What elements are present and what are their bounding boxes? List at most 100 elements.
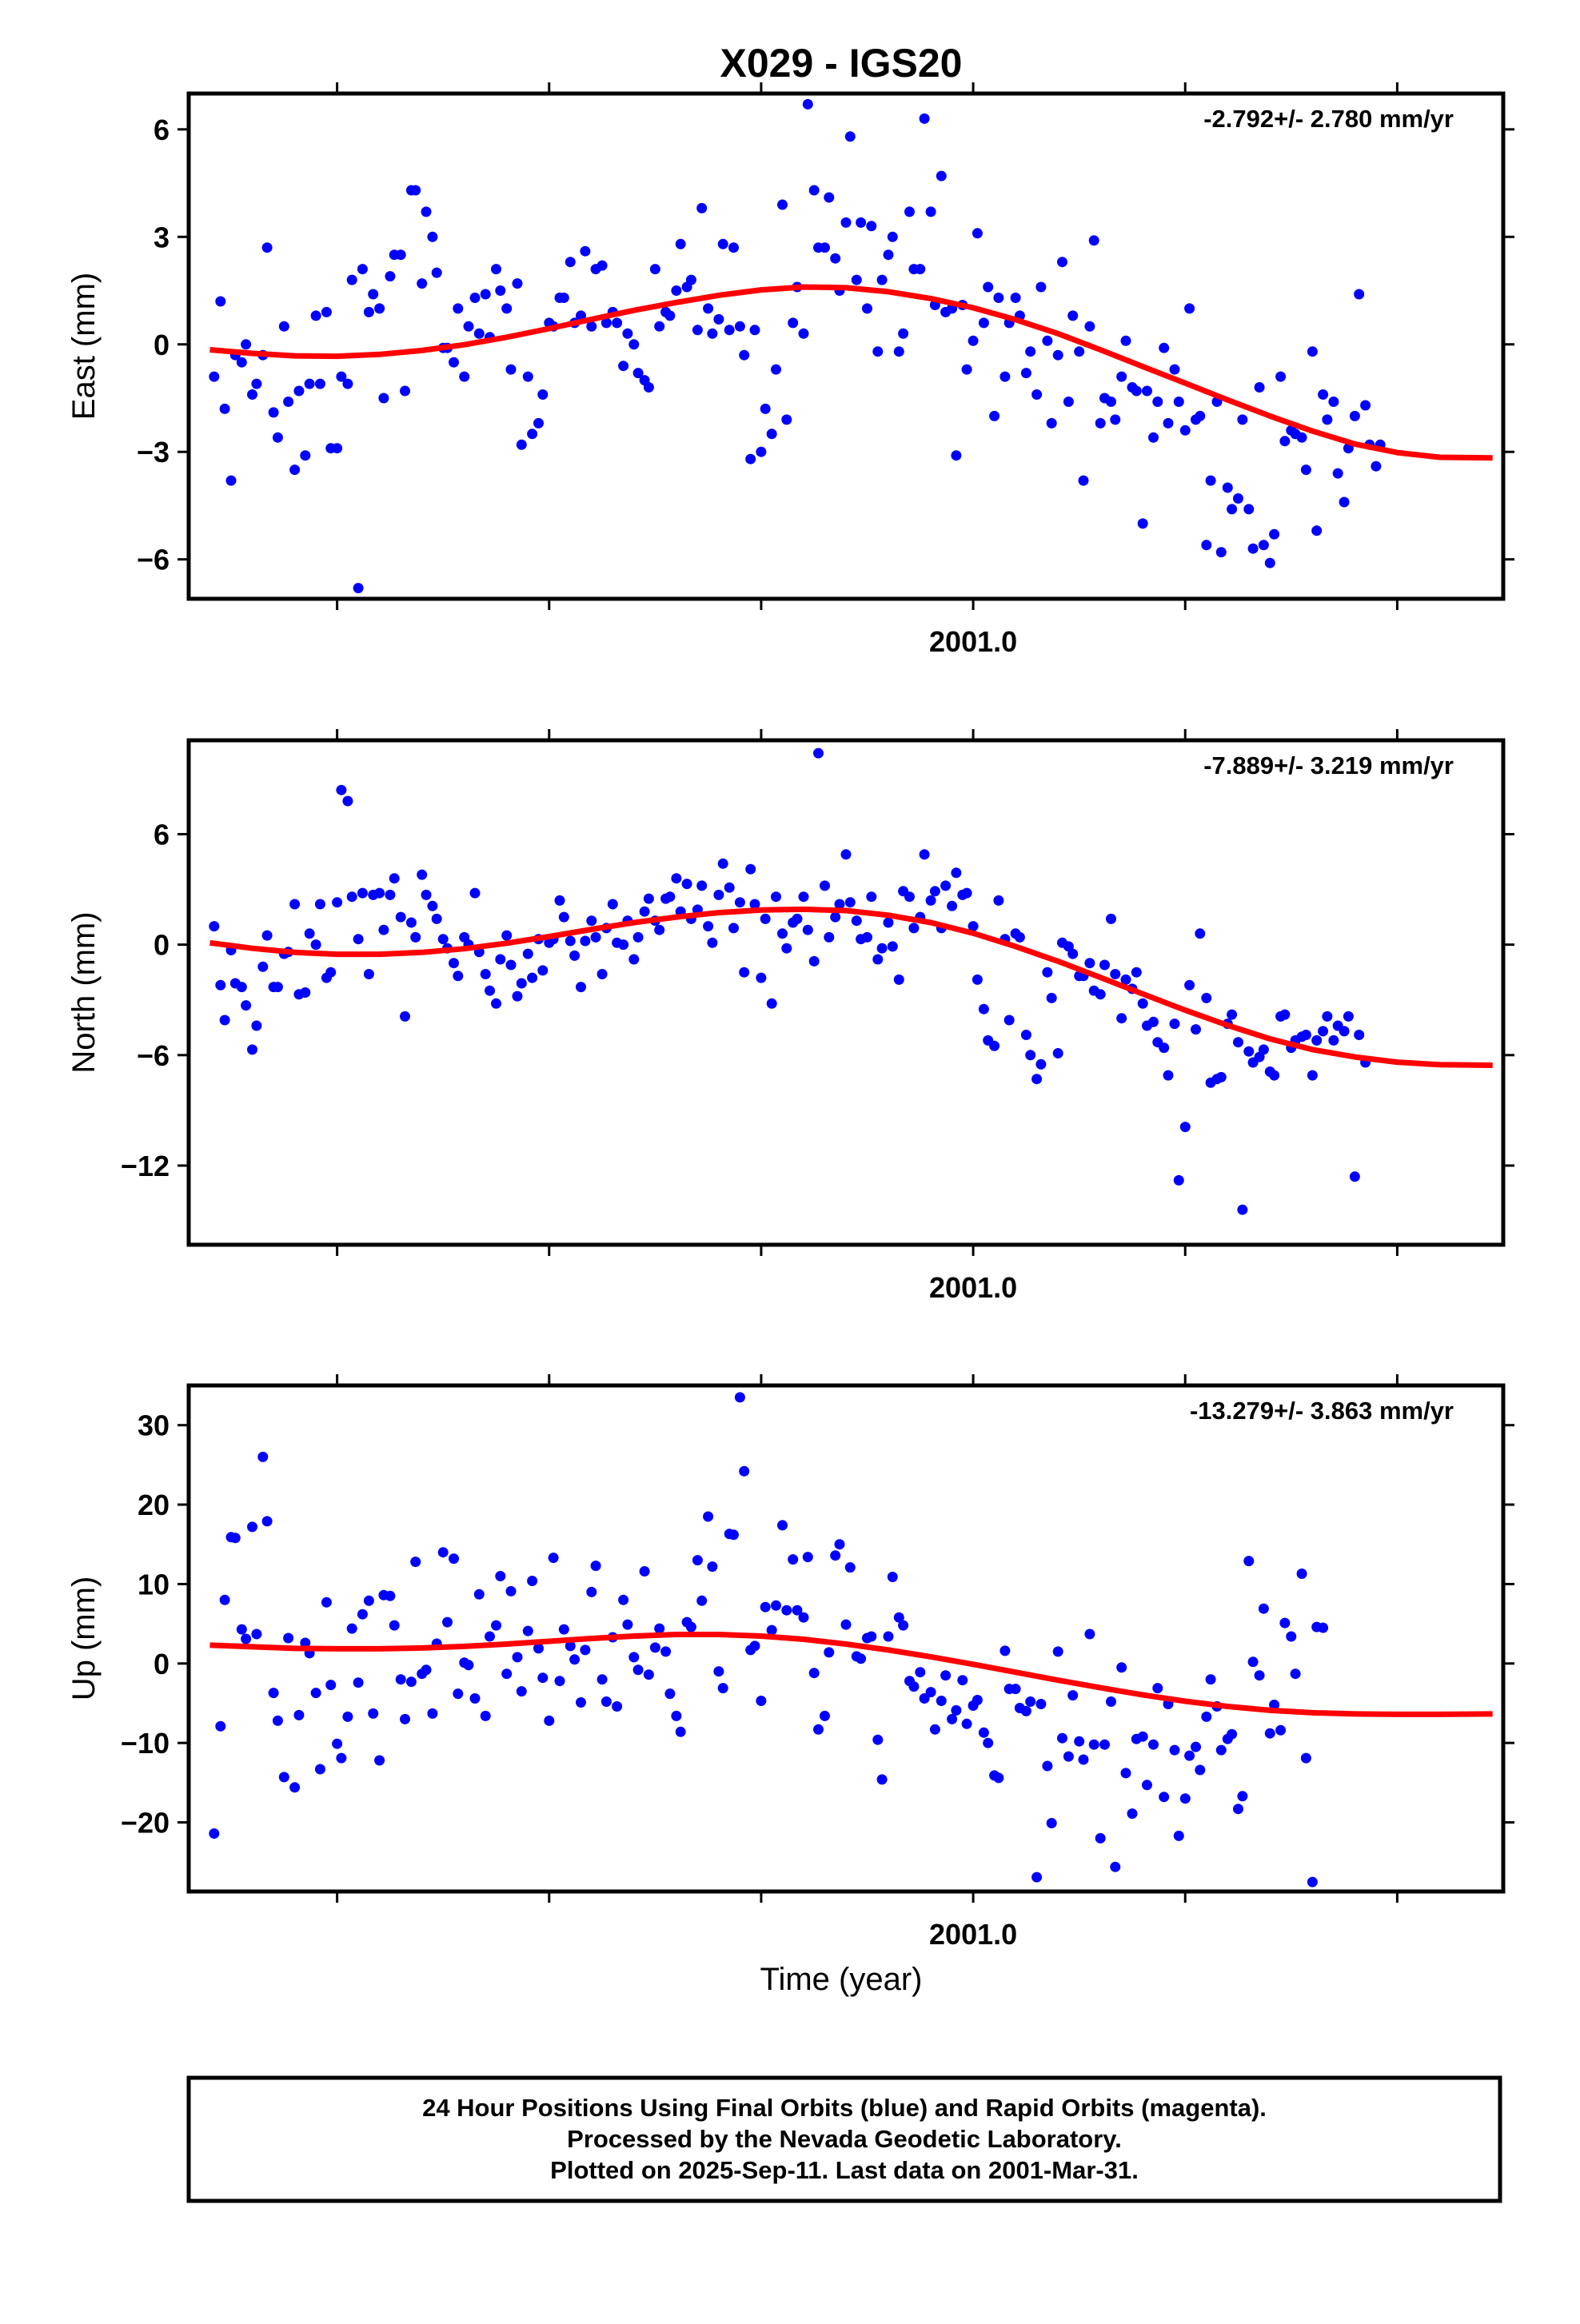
north-data-point [580,935,591,947]
east-data-point [915,264,926,275]
up-data-point [548,1553,559,1564]
north-data-point [824,931,835,943]
up-fit-line [209,1632,1493,1717]
east-data-point [225,475,237,486]
east-data-point [342,378,353,389]
up-points [209,1392,1329,1888]
up-data-point [442,1616,453,1628]
up-data-point [395,1674,406,1685]
east-data-point [717,238,728,249]
up-data-point [951,1704,962,1716]
east-data-point [417,278,428,289]
up-data-point [1205,1674,1216,1685]
north-y-tick-label: 6 [154,818,170,851]
east-data-point [919,113,930,124]
up-data-point [1275,1724,1287,1736]
east-data-point [1237,414,1248,425]
east-data-point [1300,464,1311,476]
north-y-tick-label: 0 [154,929,170,962]
up-data-point [480,1710,491,1721]
east-data-point [654,321,665,332]
up-data-point [978,1727,989,1738]
footer-line-3: Plotted on 2025-Sep-11. Last data on 200… [550,2156,1139,2184]
north-data-point [989,1040,1000,1051]
up-data-point [781,1604,792,1616]
north-data-point [1300,1030,1311,1040]
up-data-point [1120,1768,1131,1779]
up-data-point [427,1708,438,1719]
north-data-point [261,930,273,941]
north-data-point [1227,1009,1238,1020]
east-data-point [449,357,459,368]
east-data-point [491,264,501,275]
east-data-point [463,321,474,332]
up-data-point [400,1713,410,1724]
east-data-point [898,328,909,339]
east-data-point [236,357,247,368]
east-data-point [883,249,894,261]
north-data-point [1349,1171,1360,1182]
east-data-point [760,403,771,414]
north-data-point [739,967,750,978]
up-data-point [463,1660,474,1671]
east-y-tick-label: −6 [137,544,170,576]
north-data-point [908,923,920,934]
up-data-point [866,1631,877,1642]
east-data-point [745,453,756,464]
north-data-point [745,863,756,875]
up-data-point [1074,1736,1085,1747]
north-data-point [1042,967,1053,978]
up-data-point [713,1666,724,1677]
up-data-point [437,1547,449,1558]
north-data-point [314,899,325,910]
up-data-point [261,1516,273,1527]
north-data-point [664,891,676,903]
up-data-point [1318,1622,1329,1633]
up-data-point [1084,1628,1095,1640]
east-data-point [533,417,544,429]
north-data-point [537,965,549,976]
east-data-point [1063,397,1074,407]
north-y-axis-label: North (mm) [66,911,102,1073]
east-data-point [904,206,915,217]
east-data-point [336,371,347,382]
east-data-point [527,429,538,440]
up-data-point [229,1533,241,1544]
north-data-point [346,891,357,903]
east-data-point [724,325,735,336]
up-data-point [685,1621,696,1632]
north-data-point [491,998,501,1009]
east-data-point [241,339,252,350]
east-y-tick-label: 0 [154,329,170,361]
north-data-point [925,895,936,906]
footer-box: 24 Hour Positions Using Final Orbits (bl… [186,2075,1502,2203]
east-data-point [1371,460,1382,472]
up-data-point [1142,1780,1152,1791]
north-data-point [1191,1024,1201,1035]
up-data-point [844,1562,856,1573]
north-data-point [893,974,904,985]
east-data-point [501,303,513,314]
north-data-point [1067,948,1079,959]
panel-up: −20 −10 0 10 20 30 2001.0 Up (mm) -13.279+/- 3.8… [66,1374,1514,1951]
north-data-point [300,987,311,998]
north-data-point [395,911,406,923]
east-data-point [756,446,767,457]
up-data-point [660,1646,672,1657]
north-data-point [978,1003,989,1015]
east-data-point [893,346,904,357]
east-fit-line [209,284,1493,461]
up-data-point [856,1653,867,1664]
east-data-point [1173,397,1184,407]
east-y-axis-label: East (mm) [66,273,102,420]
up-data-point [824,1647,835,1658]
north-data-point [876,943,888,954]
north-data-point [1106,913,1116,924]
east-data-point [1201,540,1212,551]
north-data-point [929,886,940,897]
up-data-point [236,1624,247,1635]
north-data-point [289,899,301,910]
up-y-axis-label: Up (mm) [66,1577,102,1701]
north-data-point [1354,1030,1365,1040]
north-fit-line [209,906,1493,1068]
